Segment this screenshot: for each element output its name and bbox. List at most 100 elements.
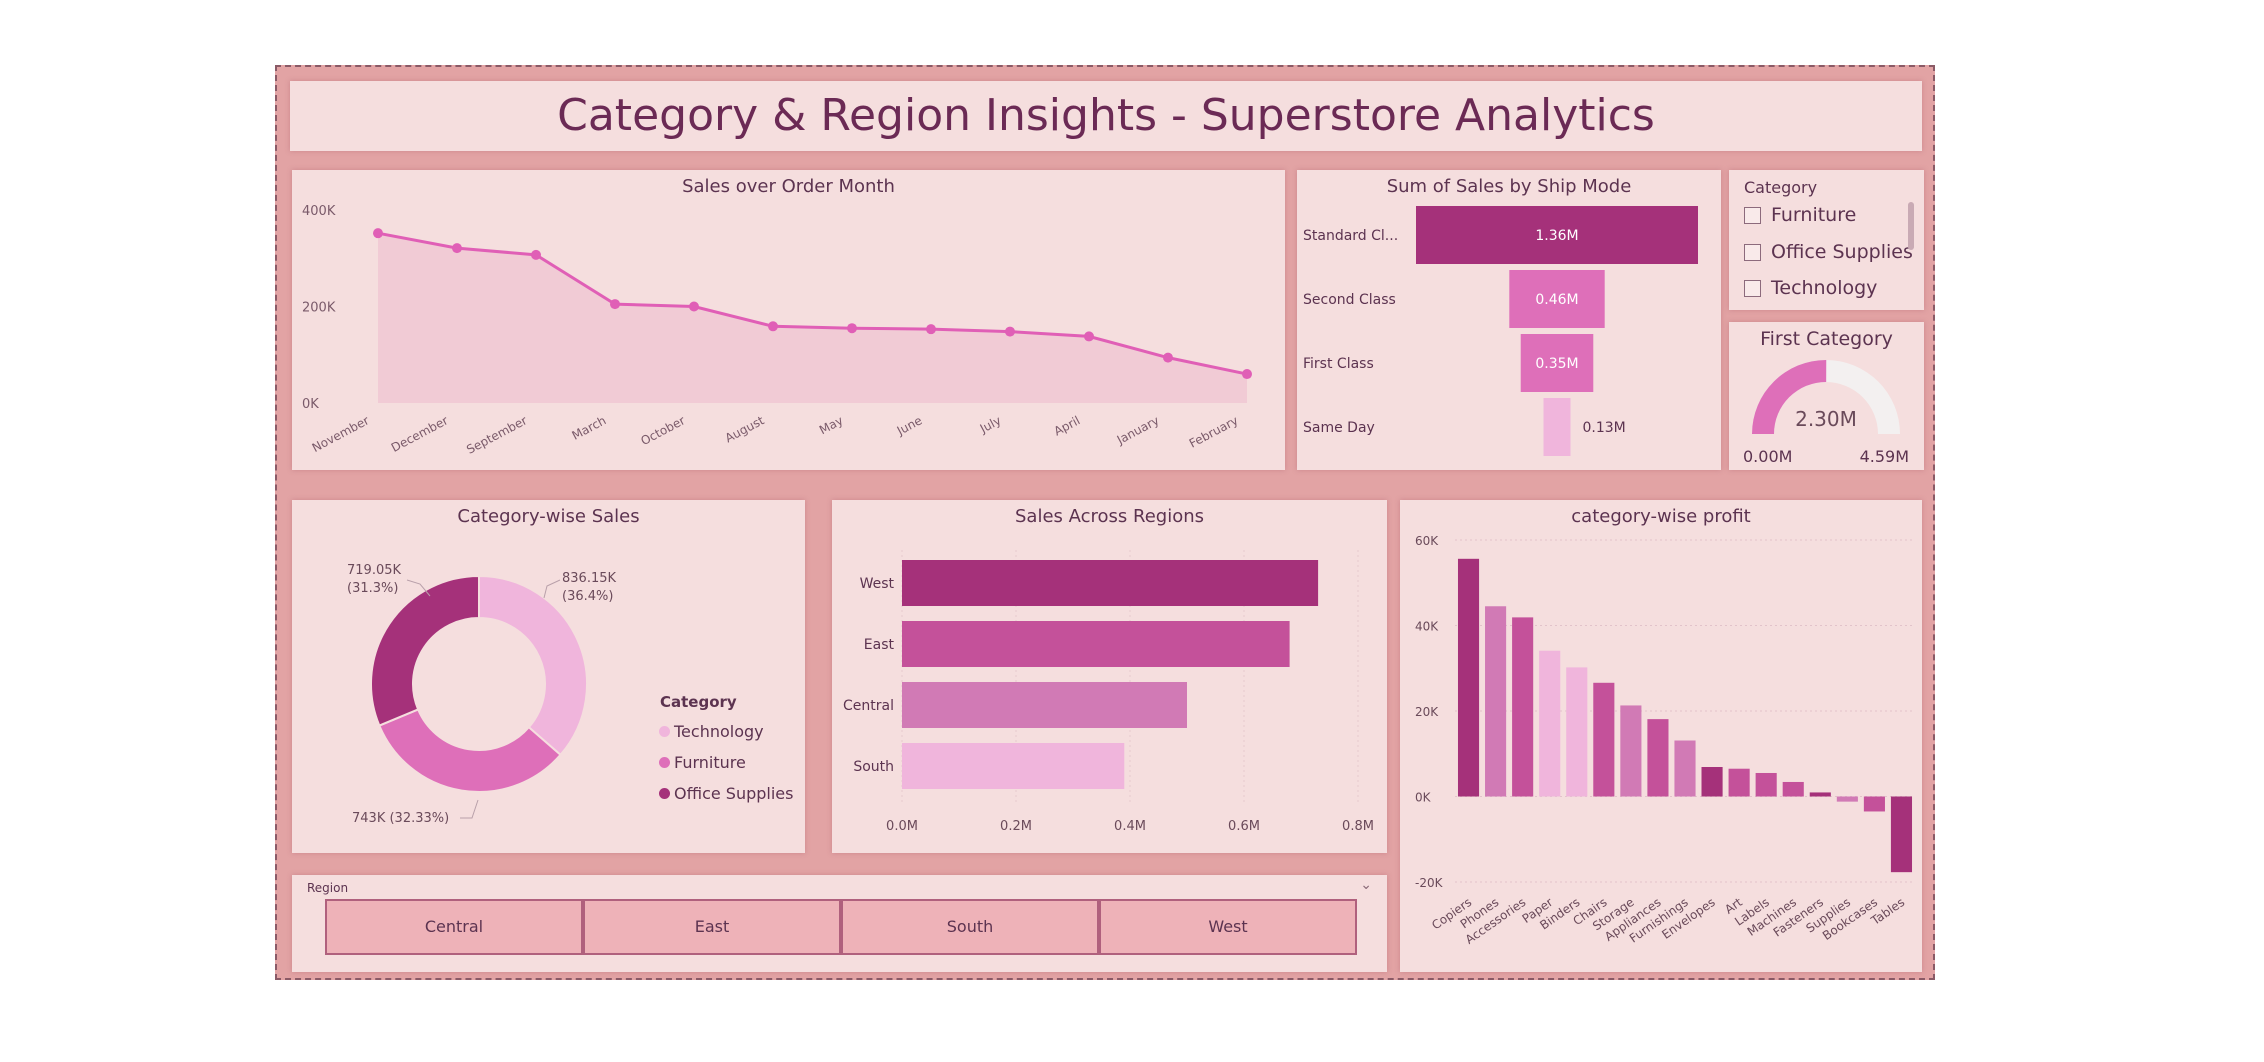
profit-bar	[1755, 772, 1777, 797]
profit-bar	[1782, 781, 1804, 797]
profit-bar	[1620, 705, 1642, 797]
region-button-east[interactable]: East	[583, 899, 841, 955]
x-tick-label: December	[389, 413, 451, 455]
funnel-value-label: 0.35M	[1535, 356, 1578, 372]
sales-point	[1084, 331, 1094, 342]
sales-point	[926, 324, 936, 335]
legend-dot	[659, 726, 670, 737]
legend-item-furniture: Furniture	[659, 753, 746, 772]
dashboard: Category & Region Insights - Superstore …	[275, 65, 1935, 980]
x-tick-label: June	[894, 413, 925, 438]
donut-label-value: 719.05K	[347, 563, 401, 578]
sales-point	[768, 321, 778, 332]
sales-line	[377, 231, 1248, 376]
legend-item-technology: Technology	[659, 722, 764, 741]
profit-bar	[1647, 719, 1669, 797]
profit-bar	[1674, 740, 1696, 797]
y-tick-label: 20K	[1415, 705, 1439, 719]
category-sales-chart: 836.15K (36.4%) 719.05K (31.3%) 743K (32.33%…	[347, 563, 616, 826]
category-profit-chart: 60K40K20K0K-20KCopiersPhonesAccessoriesP…	[1415, 534, 1915, 947]
profit-bar	[1836, 796, 1858, 802]
profit-bar	[1593, 682, 1615, 797]
x-tick-label: May	[817, 413, 845, 437]
checkbox-icon[interactable]	[1744, 206, 1761, 224]
sales-point	[373, 228, 383, 239]
region-bar	[902, 560, 1319, 606]
profit-bar	[1485, 606, 1507, 797]
donut-label-percent: (31.3%)	[347, 581, 398, 596]
y-tick-label: 0K	[302, 397, 319, 412]
legend-dot	[659, 757, 670, 768]
category-sales-panel: Category-wise Sales 836.15K (36.4%) 719.05…	[292, 500, 805, 853]
funnel-category-label: First Class	[1303, 356, 1374, 372]
sales-area	[378, 233, 1247, 403]
y-tick-label: 400K	[302, 204, 336, 219]
x-tick-label: January	[1114, 413, 1162, 447]
x-tick-label: July	[977, 413, 1004, 436]
sales-over-month-title: Sales over Order Month	[682, 176, 895, 197]
profit-bar	[1701, 767, 1723, 797]
chevron-down-icon[interactable]: ⌄	[1360, 877, 1372, 893]
category-option-label: Technology	[1771, 277, 1878, 299]
profit-bar	[1512, 617, 1534, 797]
checkbox-icon[interactable]	[1744, 279, 1761, 297]
profit-bar	[1566, 667, 1588, 797]
y-tick-label: -20K	[1415, 876, 1444, 890]
donut-legend-title: Category	[660, 693, 737, 711]
sales-regions-title: Sales Across Regions	[1014, 506, 1205, 527]
donut-slice	[478, 574, 588, 757]
profit-bar	[1863, 796, 1885, 812]
x-tick-label: February	[1187, 413, 1241, 450]
checkbox-icon[interactable]	[1744, 243, 1761, 261]
sales-regions-panel: Sales Across Regions 0.0M 0.2M 0.4M 0.6M 0.8…	[832, 500, 1387, 853]
first-category-gauge-panel: First Category 2.30M 0.00M 4.59M	[1729, 322, 1924, 470]
category-profit-title: category-wise profit	[1571, 506, 1751, 527]
category-option-furniture[interactable]: Furniture	[1744, 204, 1856, 226]
region-bar	[902, 682, 1187, 728]
x-tick-label: 0.8M	[1342, 819, 1374, 834]
region-button-central[interactable]: Central	[325, 899, 583, 955]
x-tick-label: April	[1052, 413, 1083, 438]
category-option-office-supplies[interactable]: Office Supplies	[1744, 241, 1913, 263]
x-tick-label: 0.2M	[1000, 819, 1032, 834]
region-category-label: West	[860, 576, 895, 592]
category-option-technology[interactable]: Technology	[1744, 277, 1877, 299]
region-button-west[interactable]: West	[1099, 899, 1357, 955]
donut-slice	[370, 574, 480, 727]
region-slicer: Region ⌄ Central East South West	[292, 875, 1387, 972]
sales-point	[531, 249, 541, 260]
legend-item-office-supplies: Office Supplies	[659, 784, 793, 803]
sales-point	[1242, 369, 1252, 380]
region-bar	[902, 743, 1125, 789]
sales-point	[1163, 352, 1173, 363]
sales-point	[847, 323, 857, 334]
donut-label-percent: (36.4%)	[562, 589, 613, 604]
gauge-fill	[1752, 360, 1827, 434]
funnel-category-label: Standard Cl...	[1303, 228, 1398, 244]
region-category-label: Central	[843, 698, 894, 714]
funnel-bar	[1509, 270, 1605, 328]
category-option-label: Furniture	[1771, 204, 1857, 226]
funnel-value-label: 0.13M	[1582, 420, 1625, 436]
region-button-south[interactable]: South	[841, 899, 1099, 955]
x-tick-label: September	[464, 413, 529, 457]
funnel-bar	[1416, 206, 1698, 264]
category-option-label: Office Supplies	[1771, 241, 1913, 263]
donut-leader-line	[460, 799, 479, 819]
donut-label-value: 836.15K	[562, 571, 616, 586]
ship-mode-chart: Standard Cl... 1.36M Second Class 0.46M Firs…	[1303, 206, 1698, 456]
legend-label: Technology	[674, 722, 764, 741]
slicer-scrollbar[interactable]	[1908, 202, 1914, 250]
sales-point	[452, 243, 462, 254]
region-bar	[902, 621, 1290, 667]
funnel-category-label: Second Class	[1303, 292, 1396, 308]
gauge-min-label: 0.00M	[1743, 447, 1792, 466]
profit-bar	[1809, 792, 1831, 797]
ship-mode-panel: Sum of Sales by Ship Mode Standard Cl...…	[1297, 170, 1721, 470]
x-tick-label: 0.6M	[1228, 819, 1260, 834]
x-tick-label: 0.0M	[886, 819, 918, 834]
sales-point	[689, 301, 699, 312]
x-tick-label: October	[638, 413, 687, 448]
profit-bar	[1728, 768, 1750, 797]
